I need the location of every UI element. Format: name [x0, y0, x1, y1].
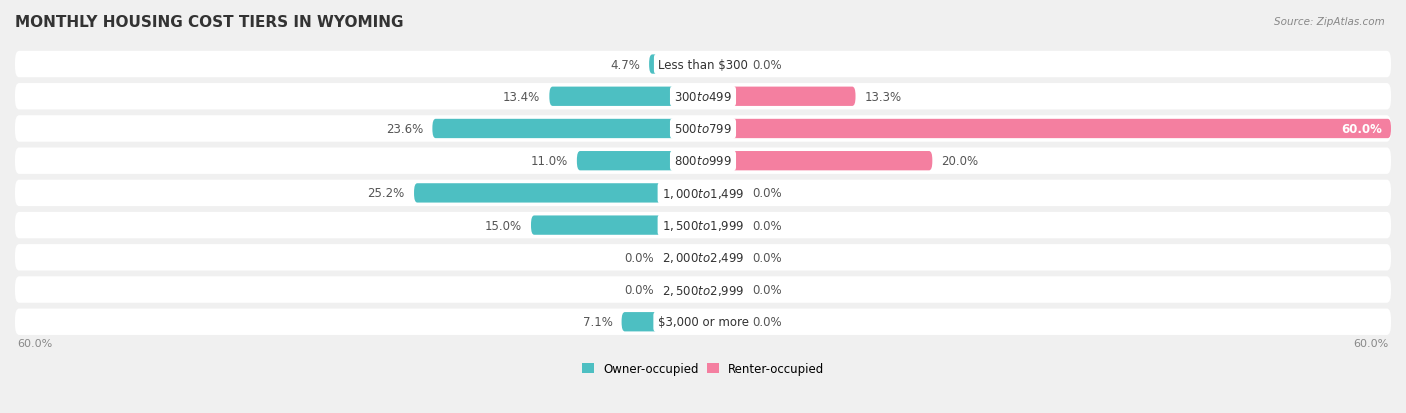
FancyBboxPatch shape: [703, 184, 744, 203]
FancyBboxPatch shape: [15, 309, 1391, 335]
Text: 20.0%: 20.0%: [942, 155, 979, 168]
FancyBboxPatch shape: [703, 216, 744, 235]
Text: $1,000 to $1,499: $1,000 to $1,499: [662, 186, 744, 200]
Text: 25.2%: 25.2%: [367, 187, 405, 200]
Text: 0.0%: 0.0%: [752, 251, 782, 264]
FancyBboxPatch shape: [703, 88, 855, 107]
FancyBboxPatch shape: [703, 119, 1391, 139]
Text: 0.0%: 0.0%: [624, 251, 654, 264]
FancyBboxPatch shape: [15, 212, 1391, 239]
Text: 0.0%: 0.0%: [752, 187, 782, 200]
FancyBboxPatch shape: [413, 184, 703, 203]
Text: 15.0%: 15.0%: [485, 219, 522, 232]
Text: 0.0%: 0.0%: [752, 58, 782, 71]
FancyBboxPatch shape: [650, 55, 703, 74]
Text: 60.0%: 60.0%: [1341, 123, 1382, 135]
Text: 11.0%: 11.0%: [530, 155, 568, 168]
Text: $2,000 to $2,499: $2,000 to $2,499: [662, 251, 744, 265]
Text: $1,500 to $1,999: $1,500 to $1,999: [662, 218, 744, 233]
FancyBboxPatch shape: [15, 52, 1391, 78]
FancyBboxPatch shape: [15, 116, 1391, 142]
Text: 60.0%: 60.0%: [17, 338, 52, 348]
Text: $2,500 to $2,999: $2,500 to $2,999: [662, 283, 744, 297]
Text: Source: ZipAtlas.com: Source: ZipAtlas.com: [1274, 17, 1385, 26]
Text: Less than $300: Less than $300: [658, 58, 748, 71]
FancyBboxPatch shape: [15, 84, 1391, 110]
FancyBboxPatch shape: [703, 55, 744, 74]
FancyBboxPatch shape: [15, 180, 1391, 206]
FancyBboxPatch shape: [15, 244, 1391, 271]
FancyBboxPatch shape: [703, 312, 744, 332]
Text: $500 to $799: $500 to $799: [673, 123, 733, 135]
Text: 23.6%: 23.6%: [387, 123, 423, 135]
FancyBboxPatch shape: [576, 152, 703, 171]
Legend: Owner-occupied, Renter-occupied: Owner-occupied, Renter-occupied: [576, 358, 830, 380]
FancyBboxPatch shape: [15, 277, 1391, 303]
Text: 13.4%: 13.4%: [503, 90, 540, 104]
Text: 60.0%: 60.0%: [1354, 338, 1389, 348]
Text: 0.0%: 0.0%: [752, 316, 782, 328]
Text: MONTHLY HOUSING COST TIERS IN WYOMING: MONTHLY HOUSING COST TIERS IN WYOMING: [15, 15, 404, 30]
Text: $3,000 or more: $3,000 or more: [658, 316, 748, 328]
FancyBboxPatch shape: [550, 88, 703, 107]
Text: 0.0%: 0.0%: [752, 283, 782, 296]
Text: $800 to $999: $800 to $999: [673, 155, 733, 168]
Text: 4.7%: 4.7%: [610, 58, 640, 71]
FancyBboxPatch shape: [662, 280, 703, 299]
FancyBboxPatch shape: [15, 148, 1391, 174]
FancyBboxPatch shape: [703, 248, 744, 267]
FancyBboxPatch shape: [703, 280, 744, 299]
FancyBboxPatch shape: [662, 248, 703, 267]
Text: $300 to $499: $300 to $499: [673, 90, 733, 104]
Text: 0.0%: 0.0%: [752, 219, 782, 232]
FancyBboxPatch shape: [621, 312, 703, 332]
FancyBboxPatch shape: [531, 216, 703, 235]
FancyBboxPatch shape: [433, 119, 703, 139]
Text: 13.3%: 13.3%: [865, 90, 901, 104]
Text: 0.0%: 0.0%: [624, 283, 654, 296]
Text: 7.1%: 7.1%: [582, 316, 613, 328]
FancyBboxPatch shape: [703, 152, 932, 171]
